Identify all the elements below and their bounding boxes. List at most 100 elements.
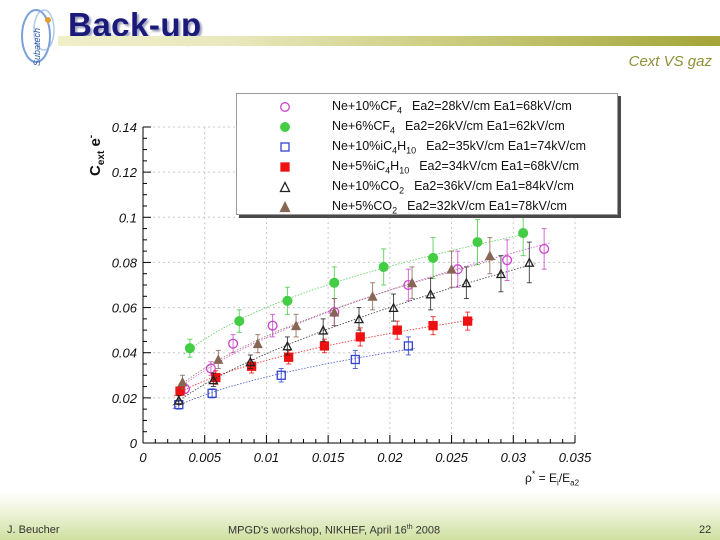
legend-entry: Ne+5%iC4H10 Ea2=34kV/cm Ea1=68kV/cm [237, 158, 617, 178]
data-point [267, 320, 278, 331]
data-point [462, 316, 473, 326]
legend-entry: Ne+10%iC4H10 Ea2=35kV/cm Ea1=74kV/cm [237, 138, 617, 158]
subatech-logo: Subatech [14, 2, 60, 66]
legend-series-name: Ne+10%iC4H10 [332, 139, 417, 156]
x-axis-label: ρ* = Ei/Ea2 [525, 469, 580, 488]
legend-series-fields: Ea2=32kV/cm Ea1=78kV/cm [407, 199, 567, 213]
legend-entry: Ne+5%CO2 Ea2=32kV/cm Ea1=78kV/cm [237, 198, 617, 218]
data-point [388, 302, 399, 313]
data-point [228, 338, 239, 349]
data-point [282, 340, 293, 351]
fit-curve [183, 232, 530, 355]
data-point [367, 291, 378, 301]
chart-subtitle: Cext VS gaz [628, 53, 712, 70]
data-point [502, 255, 513, 266]
legend-marker-icon [280, 122, 290, 132]
y-tick-label: 0.1 [119, 210, 137, 225]
legend-entry: Ne+10%CF4 Ea2=28kV/cm Ea1=68kV/cm [237, 98, 617, 118]
fit-curve [172, 263, 536, 406]
legend-series-name: Ne+10%CO2 [332, 179, 405, 196]
data-point [290, 320, 302, 331]
data-point [184, 343, 195, 354]
title-bar [58, 36, 720, 46]
legend-marker-icon [279, 201, 291, 213]
data-point [329, 306, 340, 317]
fit-curve [172, 347, 415, 409]
x-tick-label: 0.025 [435, 450, 468, 465]
legend-marker-shape [280, 122, 290, 132]
x-tick-label: 0.02 [377, 450, 403, 465]
y-axis-label: Cext e- [86, 134, 107, 176]
legend-marker-icon [280, 142, 290, 152]
logo-swirl-icon [21, 9, 55, 63]
data-point [175, 386, 185, 396]
data-point [329, 277, 340, 288]
data-point [524, 257, 535, 267]
legend-series-fields: Ea2=28kV/cm Ea1=68kV/cm [411, 99, 572, 113]
data-point [350, 354, 360, 365]
data-point [518, 228, 529, 239]
y-tick-label: 0.02 [112, 391, 138, 406]
x-tick-label: 0 [139, 450, 147, 465]
data-point [539, 243, 550, 254]
x-tick-label: 0.03 [501, 450, 527, 465]
footer-event: MPGD's workshop, NIKHEF, April 16th 2008 [228, 524, 441, 537]
legend-series-fields: Ea2=36kV/cm Ea1=84kV/cm [414, 179, 574, 193]
y-tick-label: 0.08 [112, 255, 138, 270]
y-tick-label: 0.04 [112, 346, 137, 361]
y-tick-label: 0.14 [112, 120, 137, 135]
data-point [392, 325, 402, 335]
legend-series-name: Ne+5%CO2 [332, 199, 398, 216]
legend-entry: Ne+10%CO2 Ea2=36kV/cm Ea1=84kV/cm [237, 178, 617, 198]
legend-marker-shape [279, 201, 291, 213]
legend-series-fields: Ea2=26kV/cm Ea1=62kV/cm [405, 119, 565, 133]
data-point [318, 324, 329, 335]
data-point [428, 320, 438, 331]
x-tick-label: 0.015 [312, 450, 345, 465]
data-point [446, 264, 457, 274]
data-point [252, 338, 263, 349]
data-point [213, 354, 224, 364]
data-point [283, 352, 294, 362]
data-point [173, 394, 184, 405]
data-point [495, 268, 507, 279]
legend-marker-shape [279, 181, 291, 193]
legend-marker-icon [280, 162, 290, 172]
y-tick-label: 0.06 [112, 301, 138, 316]
data-point [208, 374, 219, 385]
x-tick-label: 0.01 [254, 450, 279, 465]
data-point [403, 341, 414, 351]
legend-series-name: Ne+5%iC4H10 [332, 159, 410, 176]
data-point [177, 376, 188, 387]
legend-series-name: Ne+10%CF4 [332, 99, 402, 116]
legend-series-name: Ne+6%CF4 [332, 119, 396, 136]
legend-series-fields: Ea2=34kV/cm Ea1=68kV/cm [419, 159, 580, 173]
legend-marker-icon [280, 102, 290, 112]
data-point [378, 261, 389, 272]
x-tick-label: 0.005 [188, 450, 221, 465]
y-tick-label: 0 [130, 436, 138, 451]
data-point [276, 370, 286, 380]
y-tick-label: 0.12 [112, 165, 138, 180]
data-point [319, 341, 330, 351]
data-point [234, 316, 245, 327]
footer-bar [0, 492, 720, 540]
page-number: 22 [699, 524, 712, 536]
legend-marker-shape [280, 162, 290, 172]
data-point [353, 313, 365, 324]
x-tick-label: 0.035 [559, 450, 592, 465]
footer-author: J. Beucher [7, 524, 60, 536]
legend-entry: Ne+6%CF4 Ea2=26kV/cm Ea1=62kV/cm [237, 118, 617, 138]
legend-marker-shape [280, 102, 290, 112]
data-point [282, 295, 293, 306]
data-point [461, 277, 472, 288]
legend-series-fields: Ea2=35kV/cm Ea1=74kV/cm [426, 139, 586, 153]
legend-marker-icon [279, 181, 291, 193]
fit-curve [176, 258, 497, 389]
data-point [428, 252, 439, 263]
data-point [207, 388, 217, 398]
data-point [406, 277, 418, 288]
legend-marker-shape [280, 142, 290, 152]
fit-curve [178, 242, 551, 390]
